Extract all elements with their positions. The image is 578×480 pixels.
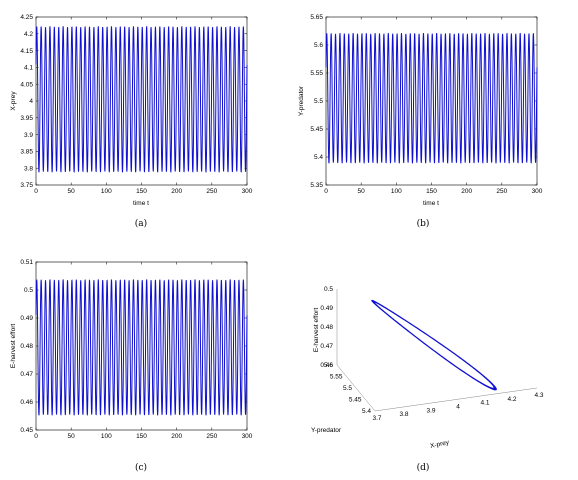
panel-b-xtick-label: 150 [426, 188, 437, 195]
panel-a-ytick-label: 4 [29, 98, 33, 105]
panel-c-ytick-label: 0.47 [20, 371, 33, 378]
panel-a-ytick-label: 4.1 [24, 65, 33, 72]
panel-c-xtick-label: 300 [242, 433, 253, 440]
panel-d-xtick-label: 4.1 [480, 400, 489, 407]
panel-b-ytick-label: 5.35 [310, 182, 323, 189]
panel-d-chart: 3.7 3.8 3.9 4 4.1 4.2 4.3 5.45.45 5.55.55 5.60.46… [311, 286, 544, 473]
panel-c-ytick-label: 0.5 [24, 287, 33, 294]
panel-c-ytick-label: 0.46 [20, 399, 33, 406]
panel-a-ytick-label: 4.05 [20, 81, 33, 88]
panel-c-series-line [35, 279, 248, 416]
panel-a-ytick-label: 3.9 [24, 132, 33, 139]
panel-c-ytick-label: 0.48 [20, 343, 33, 350]
panel-d-xtick-label: 4 [456, 404, 460, 411]
panel-a-xtick-label: 0 [34, 188, 38, 195]
panel-a-xtick-label: 300 [242, 188, 253, 195]
panel-b-xtick-label: 0 [324, 188, 328, 195]
panel-a-ytick-label: 4.2 [24, 31, 33, 38]
panel-b-xtick-label: 50 [358, 188, 366, 195]
panel-a-xlabel: time t [133, 200, 149, 207]
panel-b-xtick-label: 300 [532, 188, 543, 195]
panel-d-xtick-label: 3.9 [426, 407, 435, 414]
panel-c-chart: 0 50 100 150 200 250 300 0.45 0.46 0.47 0.48 0.49 0.… [10, 259, 253, 473]
panel-a-xtick-label: 100 [101, 188, 112, 195]
panel-d-ztick-label: 0.46 [320, 362, 333, 369]
panel-d-xtick-label: 4.3 [534, 392, 543, 399]
panel-d-ylabel: Y-predator [311, 427, 342, 434]
panel-d-ytick-label: 5.6 [324, 362, 333, 369]
panel-b-ytick-label: 5.45 [310, 126, 323, 133]
panel-d-x-axis [374, 387, 538, 412]
panel-b-xtick-label: 250 [496, 188, 507, 195]
panel-c-xtick-label: 100 [101, 433, 112, 440]
panel-d-limit-cycle [371, 299, 498, 391]
panel-d-y-axis [336, 364, 376, 412]
panel-b-chart: 0 50 100 150 200 250 3005.355.45.455.55.555.65… [298, 14, 543, 229]
panel-d-ytick-label: 5.5 [343, 385, 352, 392]
panel-d-zlabel: E-harvest effort [313, 308, 320, 353]
panel-d-ztick-label: 0.49 [320, 305, 333, 312]
panel-a-series-line [35, 26, 248, 173]
panel-a-ylabel: X-prey [10, 91, 17, 111]
panel-b-xtick-label: 100 [391, 188, 402, 195]
panel-d-ytick-label: 5.45 [349, 397, 362, 404]
panel-d-ytick-label: 5.55 [330, 374, 343, 381]
panel-d-xtick-label: 3.8 [399, 411, 408, 418]
panel-b-caption: (b) [417, 218, 430, 229]
panel-b-xlabel: time t [423, 200, 439, 207]
panel-d-ytick-label: 5.4 [362, 408, 371, 415]
panel-a-caption: (a) [135, 218, 147, 229]
panel-d-caption: (d) [417, 462, 430, 473]
panel-b-ylabel: Y-predator [298, 85, 305, 116]
panel-a-ytick-label: 4.15 [20, 48, 33, 55]
panel-d-ztick-label: 0.47 [320, 343, 333, 350]
panel-d-xlabel: X-prey [430, 439, 451, 450]
panel-c-ytick-label: 0.45 [20, 427, 33, 434]
panel-c-caption: (c) [135, 462, 147, 473]
panel-a-xtick-label: 200 [171, 188, 182, 195]
panel-a-xtick-label: 250 [206, 188, 217, 195]
panel-c-xtick-label: 200 [171, 433, 182, 440]
panel-c-ytick-label: 0.49 [20, 315, 33, 322]
panel-b-ytick-label: 5.6 [314, 42, 323, 49]
panel-d-xtick-label: 4.2 [507, 396, 516, 403]
panel-a-xtick-label: 50 [68, 188, 76, 195]
panel-a-ytick-label: 3.8 [24, 165, 33, 172]
panel-b-ytick-label: 5.55 [310, 70, 323, 77]
panel-c-xtick-label: 250 [206, 433, 217, 440]
panel-c-xtick-label: 150 [136, 433, 147, 440]
panel-d-ztick-label: 0.5 [324, 286, 333, 293]
panel-a-ytick-label: 3.75 [20, 182, 33, 189]
panel-b-ytick-label: 5.5 [314, 98, 323, 105]
panel-a-ytick-label: 4.25 [20, 14, 33, 21]
panel-c-xtick-label: 0 [34, 433, 38, 440]
panel-b-ytick-label: 5.4 [314, 154, 323, 161]
panel-d-xtick-label: 3.7 [372, 415, 381, 422]
panel-a-ytick-label: 3.95 [20, 115, 33, 122]
panel-b-xtick-label: 200 [461, 188, 472, 195]
panel-a-ytick-label: 3.85 [20, 149, 33, 156]
panel-b-ytick-label: 5.65 [310, 14, 323, 21]
panel-c-xtick-label: 50 [68, 433, 76, 440]
panel-a-chart: 0 50 100 150 200 250 300 3.75 3.8 3.85 3.9 3.95 4 4.0… [10, 14, 253, 229]
panel-d-ztick-label: 0.48 [320, 324, 333, 331]
panel-b-series-line [325, 32, 538, 164]
panel-c-ytick-label: 0.51 [20, 259, 33, 266]
panel-c-ylabel: E-harvest effort [10, 324, 17, 369]
panel-a-xtick-label: 150 [136, 188, 147, 195]
